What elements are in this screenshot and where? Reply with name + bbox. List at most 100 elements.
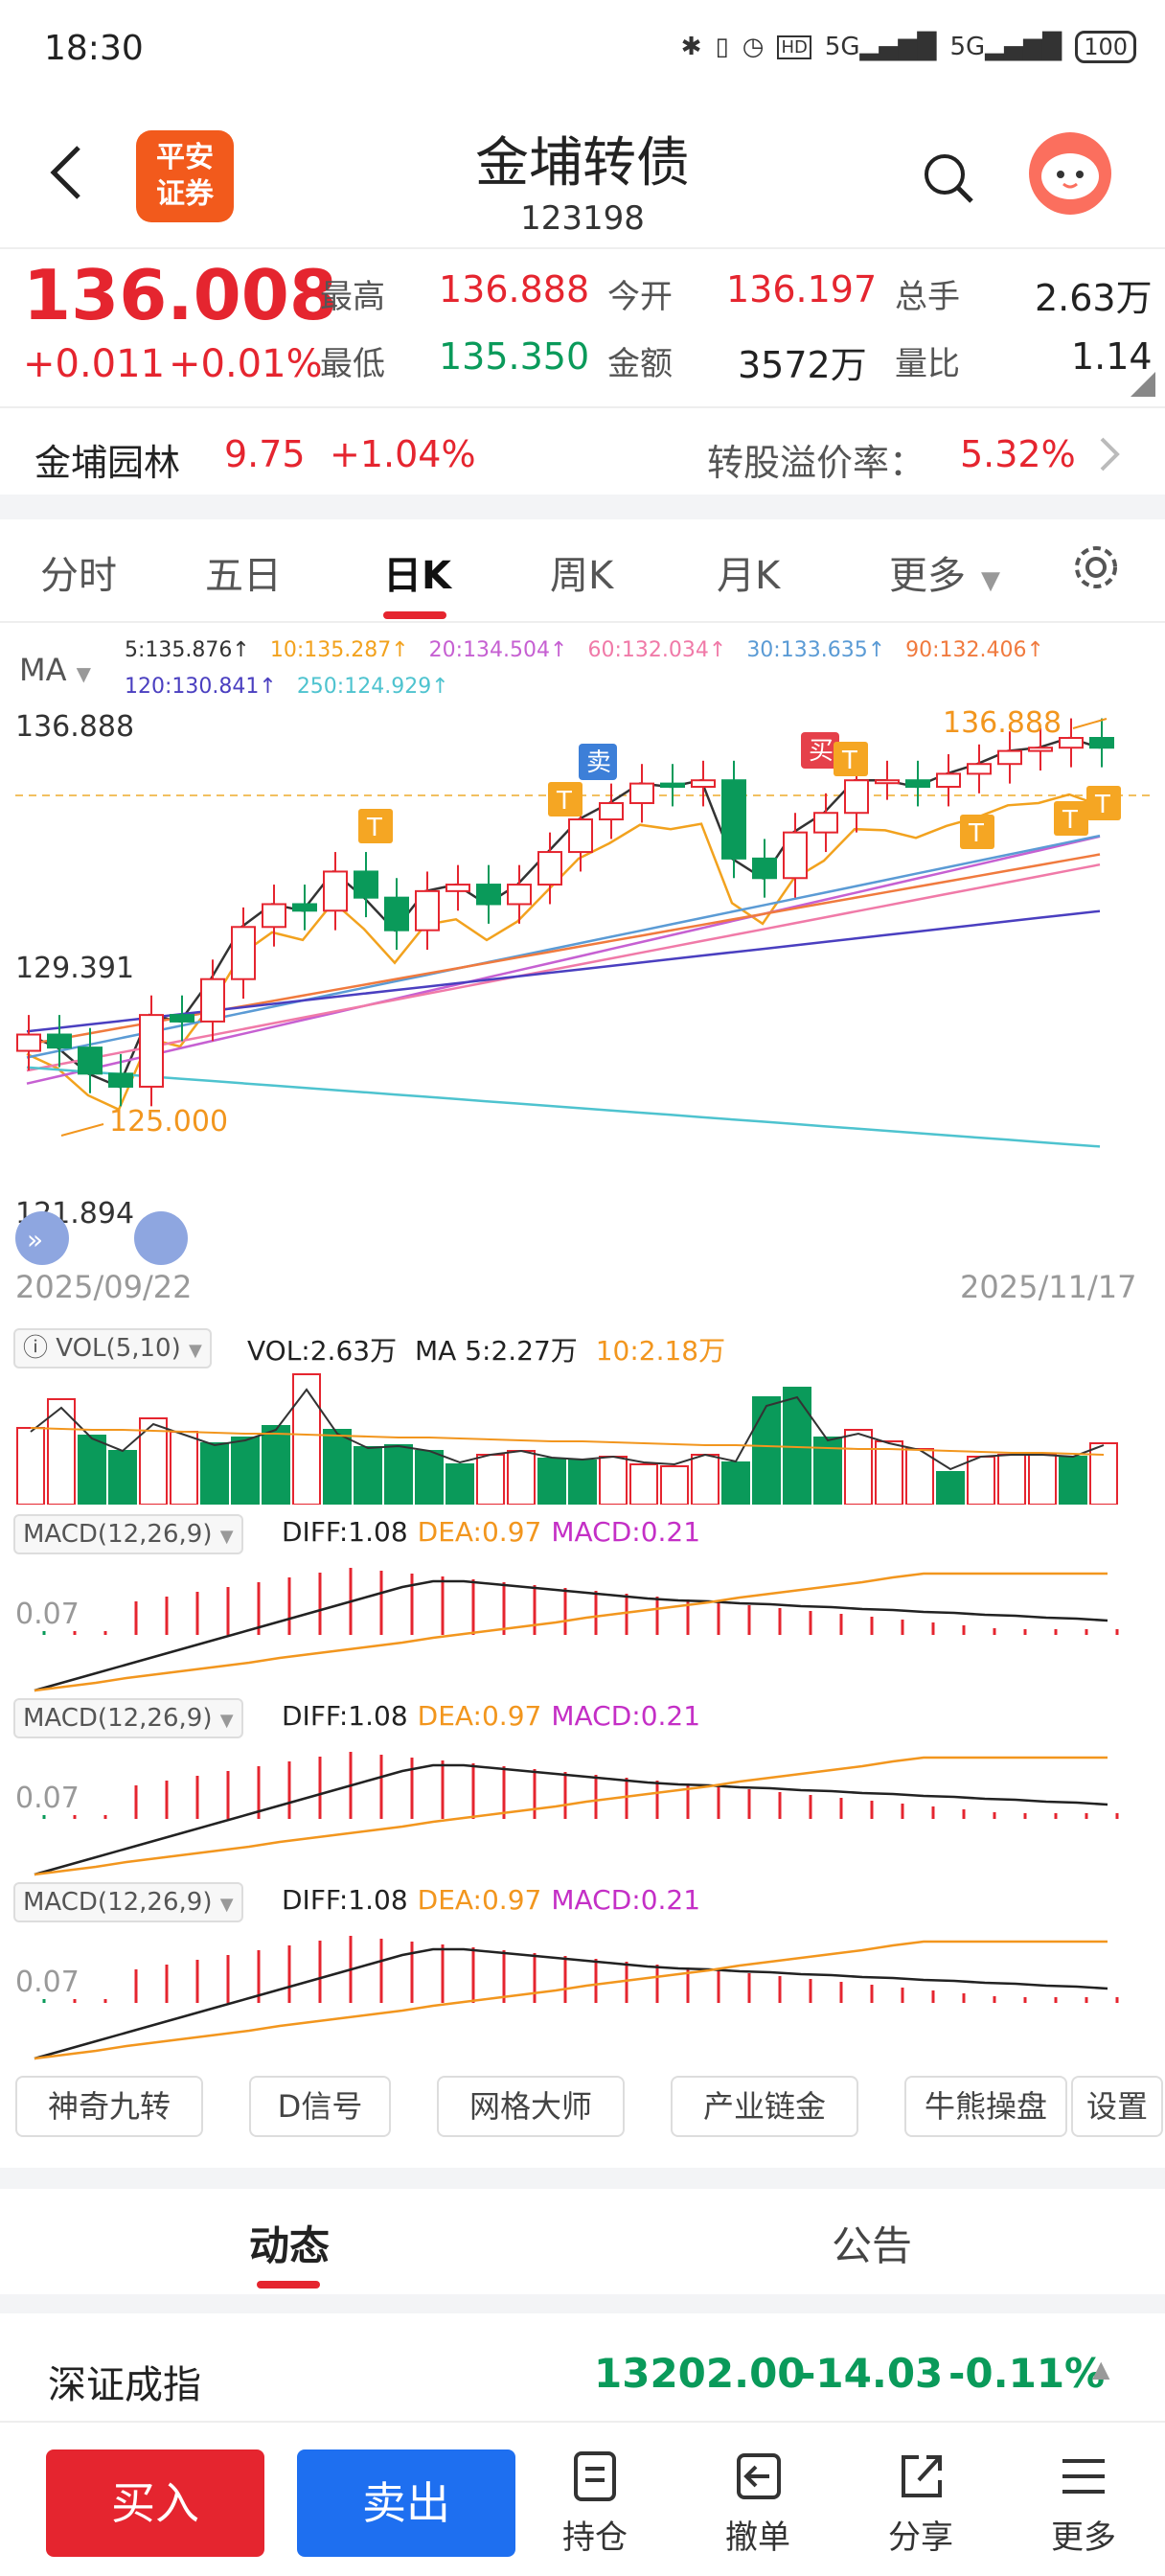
tool-industry-chain[interactable]: 产业链金: [671, 2076, 858, 2137]
volume-bar: [691, 1454, 720, 1505]
dropdown-icon: ▼: [189, 1341, 202, 1361]
sell-tag[interactable]: 卖: [579, 744, 617, 780]
macd-value: MACD:0.21: [551, 1884, 701, 1916]
candle: [78, 1046, 103, 1075]
amount-value: 3572万: [738, 344, 867, 386]
t-signal-tag[interactable]: T: [1086, 786, 1121, 820]
y-axis-top: 136.888: [15, 710, 134, 744]
premium-value: 5.32%: [960, 433, 1076, 475]
volume-bar: [752, 1396, 781, 1505]
macd-axis-label: 0.07: [15, 1966, 80, 1999]
macd-value: MACD:0.21: [551, 1700, 701, 1732]
section-gap: [0, 494, 1165, 519]
tab-weekly-k[interactable]: 周K: [550, 554, 614, 598]
assistant-avatar[interactable]: [1029, 132, 1111, 215]
tool-magic-nine[interactable]: 神奇九转: [15, 2076, 203, 2137]
expand-corner-icon[interactable]: [1131, 372, 1155, 397]
logo-text-line2: 证券: [156, 177, 214, 211]
tab-more[interactable]: 更多 ▼: [889, 544, 1000, 600]
nav-more[interactable]: 更多: [1021, 2450, 1146, 2558]
candle: [170, 1014, 194, 1023]
index-change: -14.03: [799, 2350, 944, 2397]
page-title: 金埔转债: [475, 132, 690, 195]
t-tag-text: T: [1094, 791, 1110, 819]
candle: [1059, 737, 1084, 749]
tool-bull-bear[interactable]: 牛熊操盘: [904, 2076, 1067, 2137]
kline-chart[interactable]: 136.888 129.391 121.894 136.888 125.000 …: [0, 709, 1165, 1322]
candle: [599, 802, 624, 821]
dropdown-icon: ▼: [219, 1527, 234, 1547]
candle: [354, 870, 378, 899]
volume-bar: [231, 1437, 260, 1505]
macd-chart[interactable]: 0.07: [0, 1740, 1165, 1880]
tool-d-signal[interactable]: D信号: [249, 2076, 391, 2137]
ma30-value: 30:133.635↑: [746, 638, 886, 662]
tab-announcements[interactable]: 公告: [832, 2222, 913, 2269]
macd-indicator-selector[interactable]: MACD(12,26,9) ▼: [13, 1882, 243, 1922]
nav-share[interactable]: 分享: [858, 2450, 983, 2558]
macd-value: MACD:0.21: [551, 1516, 701, 1548]
signal-5g-icon: 5G▂▄▆█: [949, 33, 1062, 61]
nav-more-label: 更多: [1051, 2518, 1116, 2557]
tab-dynamics[interactable]: 动态: [249, 2222, 331, 2269]
t-signal-tag[interactable]: T: [1054, 801, 1088, 836]
macd-chart[interactable]: 0.07: [0, 1556, 1165, 1696]
t-signal-tag[interactable]: T: [358, 809, 393, 843]
nav-positions[interactable]: 持仓: [533, 2450, 657, 2558]
macd-diff-line: [34, 1947, 1108, 2060]
macd-label: MACD(12,26,9): [23, 1704, 213, 1733]
t-tag-text: T: [968, 819, 984, 848]
back-icon[interactable]: [48, 144, 86, 201]
double-arrow-icon: »: [27, 1224, 43, 1255]
ma-selector[interactable]: MA ▼: [19, 652, 91, 688]
t-signal-tag[interactable]: T: [960, 815, 994, 849]
volume-bar: [262, 1425, 290, 1505]
t-signal-tag[interactable]: T: [834, 742, 868, 776]
related-stock-row[interactable]: 金埔园林 9.75 +1.04% 转股溢价率： 5.32%: [0, 406, 1165, 494]
buy-button[interactable]: 买入: [46, 2450, 264, 2557]
status-icons: ✱ ▯ ◷ HD 5G▂▄▆█ 5G▂▄▆█ 100: [681, 31, 1136, 63]
volume-chart[interactable]: [0, 1370, 1165, 1505]
vol-values: VOL:2.63万 MA 5:2.27万 10:2.18万: [247, 1330, 725, 1368]
news-tab-underline: [257, 2281, 320, 2288]
logo-text-line1: 平安: [156, 141, 214, 174]
high-value: 136.888: [439, 268, 590, 310]
tool-grid-master[interactable]: 网格大师: [437, 2076, 625, 2137]
expand-left-icon[interactable]: [15, 1211, 69, 1265]
macd-indicator-selector[interactable]: MACD(12,26,9) ▼: [13, 1698, 243, 1738]
candle: [967, 763, 992, 775]
tab-five-day[interactable]: 五日: [205, 554, 282, 598]
t-signal-tag[interactable]: T: [548, 782, 582, 816]
ma60-value: 60:132.034↑: [587, 638, 727, 662]
volume-bar: [967, 1456, 995, 1505]
dropdown-icon: ▼: [219, 1895, 234, 1915]
vol-indicator-selector[interactable]: ⓘ VOL(5,10) ▼: [13, 1328, 212, 1368]
tab-monthly-k[interactable]: 月K: [717, 554, 781, 598]
buy-tag[interactable]: 买: [801, 732, 839, 769]
ma-line: [26, 1066, 1101, 1148]
volume-bar: [936, 1471, 965, 1505]
ma-line: [26, 909, 1101, 1033]
date-end: 2025/11/17: [960, 1269, 1136, 1305]
volume-bar: [415, 1450, 444, 1505]
nav-cancel-order[interactable]: 撤单: [696, 2450, 820, 2558]
ma10-value: 10:135.287↑: [269, 638, 409, 662]
volume-bar: [16, 1427, 45, 1505]
macd-dea-line: [34, 1940, 1108, 2060]
macd-indicator-selector[interactable]: MACD(12,26,9) ▼: [13, 1514, 243, 1554]
volume-bar: [537, 1458, 566, 1505]
high-marker-line: [1072, 718, 1108, 729]
search-icon[interactable]: [922, 151, 975, 205]
macd-values: DIFF:1.08 DEA:0.97 MACD:0.21: [282, 1884, 700, 1916]
tab-daily-k[interactable]: 日K: [383, 554, 451, 598]
settings-gear-icon[interactable]: [1071, 542, 1121, 592]
index-ticker-row[interactable]: 深证成指 13202.00 -14.03 -0.11% ▲: [0, 2313, 1165, 2421]
fullscreen-icon[interactable]: [134, 1211, 188, 1265]
macd-chart[interactable]: 0.07: [0, 1924, 1165, 2064]
candle: [323, 870, 348, 912]
sell-button[interactable]: 卖出: [297, 2450, 515, 2557]
volume-bar: [599, 1456, 628, 1505]
tab-fenshi[interactable]: 分时: [40, 554, 117, 598]
volume-bar: [78, 1435, 106, 1505]
tool-settings[interactable]: 设置: [1071, 2076, 1163, 2137]
